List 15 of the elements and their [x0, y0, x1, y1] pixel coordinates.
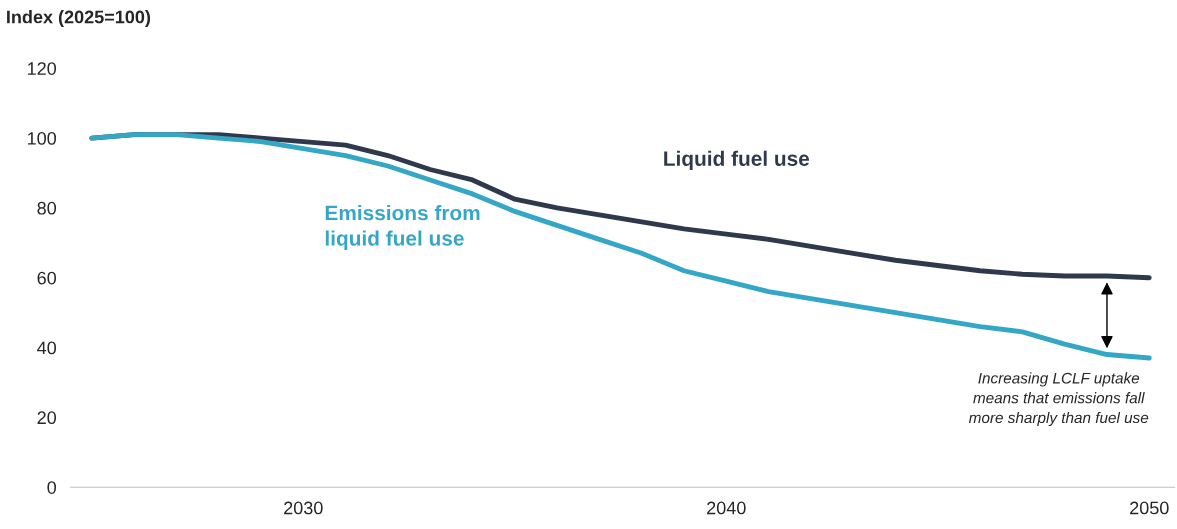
y-axis-title: Index (2025=100) [7, 10, 151, 27]
y-tick-label: 40 [37, 341, 57, 355]
line-series [89, 132, 1152, 361]
series-label: Emissions from liquid fuel use [325, 205, 480, 250]
y-tick-label: 100 [27, 132, 57, 145]
y-tick-label: 120 [27, 62, 57, 75]
x-tick-label: 2030 [284, 501, 323, 515]
y-tick-label: 20 [37, 411, 57, 425]
x-tick-label: 2040 [707, 501, 746, 515]
y-tick-label: 80 [37, 201, 57, 215]
x-tick-label: 2050 [1130, 501, 1169, 515]
text: Liquid fuel use [664, 150, 810, 171]
annotation: Increasing LCLF uptake means that emissions fall more sharply than fuel use [968, 372, 1149, 427]
y-tick-label: 0 [47, 481, 57, 494]
y-tick-label: 60 [37, 271, 57, 285]
